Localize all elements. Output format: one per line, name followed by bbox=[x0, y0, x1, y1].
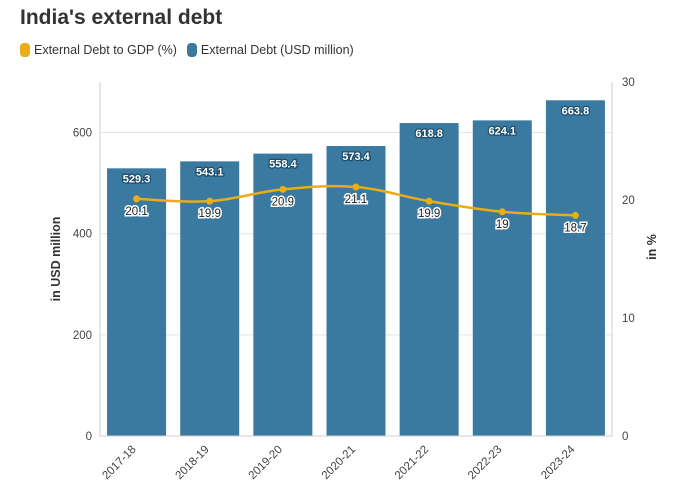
bar-value-label: 618.8 bbox=[415, 128, 443, 140]
bar bbox=[545, 100, 605, 436]
bar bbox=[253, 153, 313, 437]
chart-title: India's external debt bbox=[20, 6, 223, 29]
line-point bbox=[352, 183, 360, 191]
y2-tick-label: 30 bbox=[622, 77, 635, 89]
line-point bbox=[425, 197, 433, 205]
x-tick-label: 2018-19 bbox=[173, 444, 211, 482]
x-tick-label: 2022-23 bbox=[466, 444, 504, 482]
line-value-label: 19.9 bbox=[199, 208, 221, 220]
y-axis-title: in USD million bbox=[49, 217, 63, 302]
bar-value-label: 663.8 bbox=[562, 105, 590, 117]
x-tick-label: 2017-18 bbox=[100, 444, 138, 482]
x-tick-label: 2021-22 bbox=[393, 444, 431, 482]
bar-value-label: 529.3 bbox=[123, 173, 151, 185]
legend-item-debt-to-gdp[interactable]: External Debt to GDP (%) bbox=[20, 43, 177, 57]
y-tick-label: 0 bbox=[86, 431, 92, 443]
bar-series bbox=[107, 100, 605, 437]
y-tick-label: 400 bbox=[73, 229, 92, 241]
line-value-label: 21.1 bbox=[345, 194, 367, 206]
line-series bbox=[133, 183, 579, 219]
x-tick-label: 2020-21 bbox=[320, 444, 358, 482]
legend-label-debt-to-gdp: External Debt to GDP (%) bbox=[34, 43, 177, 57]
y-tick-label: 200 bbox=[73, 330, 92, 342]
y2-tick-label: 20 bbox=[622, 195, 635, 207]
bar bbox=[180, 161, 240, 437]
line-point bbox=[498, 208, 506, 216]
y2-axis-title: in % bbox=[645, 234, 659, 260]
x-tick-label: 2023-24 bbox=[539, 443, 578, 482]
bar-value-label: 558.4 bbox=[269, 159, 297, 171]
legend-swatch-external-debt bbox=[186, 43, 197, 57]
y2-tick-label: 10 bbox=[622, 313, 635, 325]
line-point bbox=[571, 211, 579, 219]
legend-item-external-debt[interactable]: External Debt (USD million) bbox=[186, 43, 354, 57]
bar-value-label: 573.4 bbox=[342, 151, 370, 163]
line-point bbox=[206, 197, 214, 205]
bar bbox=[107, 168, 167, 436]
legend-label-external-debt: External Debt (USD million) bbox=[200, 43, 354, 57]
legend: External Debt to GDP (%) External Debt (… bbox=[20, 43, 364, 57]
bar-value-label: 624.1 bbox=[489, 125, 517, 137]
x-tick-label: 2019-20 bbox=[247, 444, 285, 482]
line-value-label: 19.9 bbox=[418, 208, 440, 220]
bar bbox=[399, 123, 459, 437]
data-labels: 529.3 543.1 558.4 573.4 618.8 624.1 663.8 20.1 1… bbox=[122, 104, 591, 236]
line-value-label: 19 bbox=[496, 219, 509, 231]
bar bbox=[472, 120, 532, 436]
line-point bbox=[279, 185, 287, 193]
line-value-label: 18.7 bbox=[564, 222, 586, 234]
y-tick-label: 600 bbox=[73, 128, 92, 140]
line-value-label: 20.9 bbox=[272, 196, 294, 208]
legend-swatch-debt-to-gdp bbox=[20, 43, 30, 57]
bar-value-label: 543.1 bbox=[196, 166, 224, 178]
line-point bbox=[133, 195, 141, 203]
y2-tick-label: 0 bbox=[622, 431, 628, 443]
bar bbox=[326, 146, 386, 436]
line-value-label: 20.1 bbox=[125, 206, 147, 218]
